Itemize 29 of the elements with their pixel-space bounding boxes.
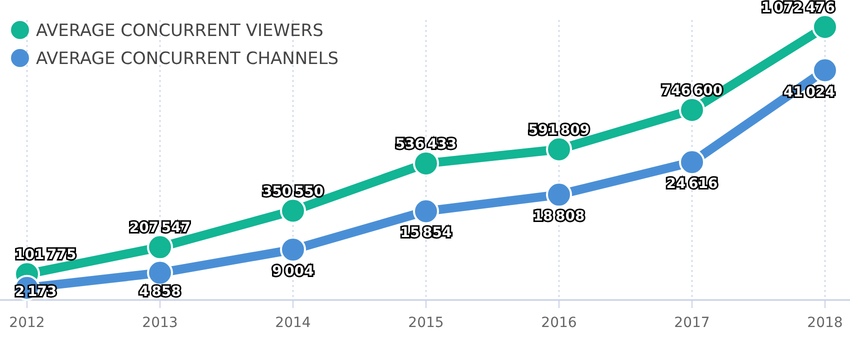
x-tick-label: 2013 <box>142 315 178 331</box>
x-tick-label: 2018 <box>807 315 843 331</box>
point <box>812 57 838 84</box>
data-label: 1 072 476 <box>761 0 835 16</box>
data-label: 15 854 <box>400 225 452 242</box>
point <box>546 182 572 208</box>
data-label: 591 809 <box>528 122 590 138</box>
point <box>679 149 705 176</box>
x-tick-label: 2016 <box>541 315 577 331</box>
point <box>280 198 306 224</box>
data-label: 350 550 <box>262 184 324 200</box>
point <box>413 198 439 224</box>
x-tick-label: 2014 <box>275 315 311 331</box>
data-label: 4 858 <box>139 284 181 300</box>
legend-label: AVERAGE CONCURRENT VIEWERS <box>36 21 324 41</box>
data-label: 24 616 <box>666 176 718 192</box>
x-tick-label: 2017 <box>674 315 710 331</box>
x-tick-label: 2012 <box>9 315 45 331</box>
data-label: 9 004 <box>272 264 314 280</box>
point <box>413 150 439 176</box>
data-label: 101 775 <box>15 247 76 264</box>
x-tick-label: 2015 <box>408 315 444 331</box>
data-label: 207 547 <box>129 220 191 236</box>
point <box>280 236 306 263</box>
data-label: 536 433 <box>395 136 457 152</box>
point <box>546 136 572 162</box>
legend-label: AVERAGE CONCURRENT CHANNELS <box>36 49 339 69</box>
point <box>147 234 173 260</box>
data-label: 18 808 <box>533 208 585 225</box>
